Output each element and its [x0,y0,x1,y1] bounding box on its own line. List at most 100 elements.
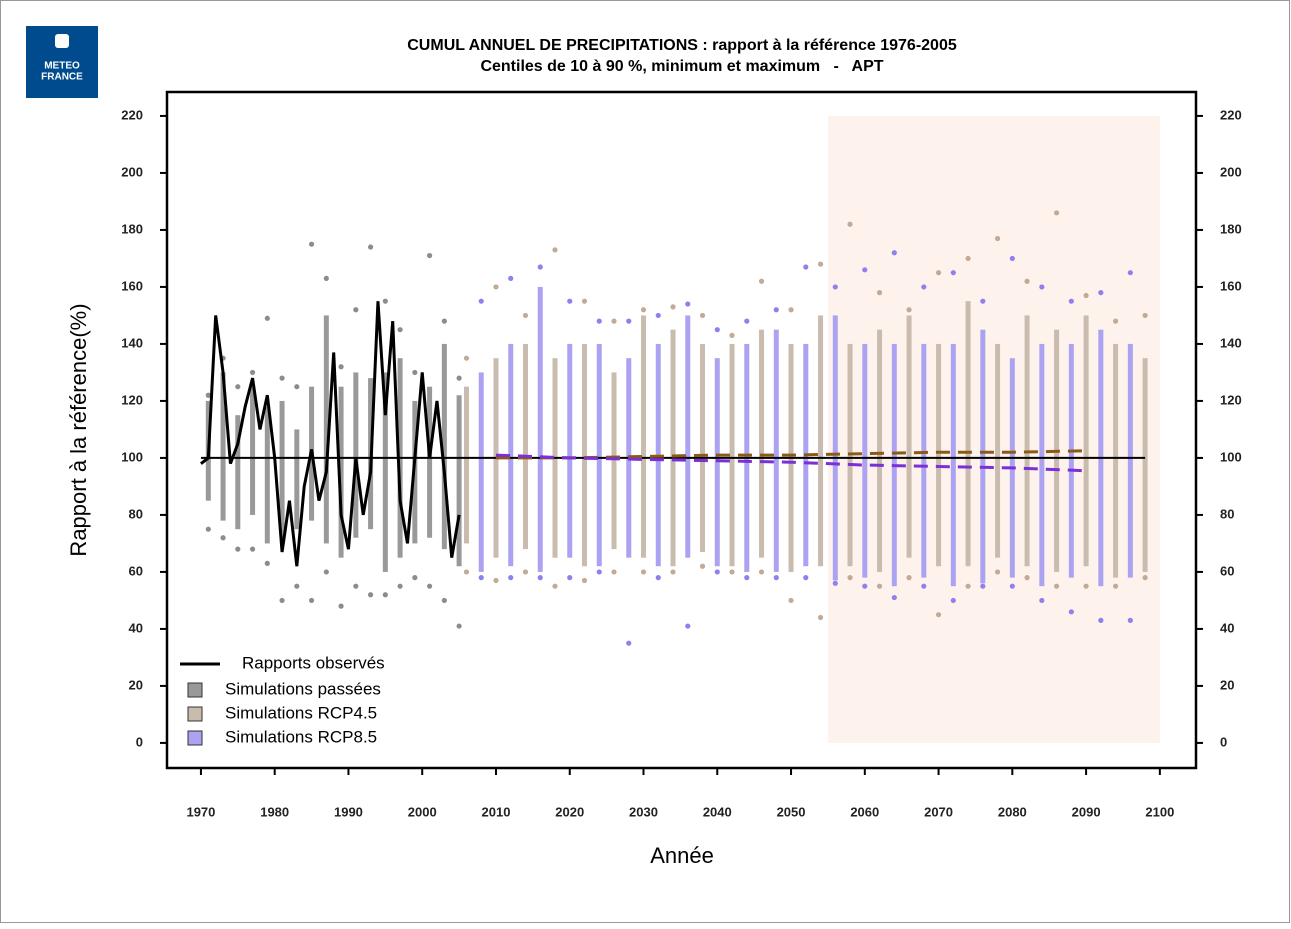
extreme-dot [397,327,403,333]
extreme-dot [441,597,447,604]
range-bar [995,343,1001,558]
extreme-dot [581,577,588,584]
extreme-dot [994,569,1001,575]
y-tick-label: 200 [121,164,143,179]
extreme-dot [699,563,706,569]
range-bar [685,315,691,558]
logo-icon [55,34,69,48]
extreme-dot [1098,290,1104,296]
extreme-dot [847,221,853,227]
extreme-dot [353,583,359,589]
legend-swatch [187,682,203,698]
range-bar [832,315,838,581]
y-tick-label: 0 [136,734,143,749]
logo-text: FRANCE [41,72,83,83]
extreme-dot [1009,255,1015,262]
extreme-dot [1024,575,1030,581]
extreme-dot [921,583,927,589]
range-bar [862,343,868,578]
extreme-dot [552,247,558,253]
extreme-dot [508,275,514,281]
extreme-dot [508,575,514,581]
extreme-dot [655,575,661,581]
extreme-dot [1112,583,1119,589]
extreme-dot [685,301,691,307]
extreme-dot [1068,609,1074,615]
extreme-dot [980,298,986,304]
y-tick-label: 220 [121,107,143,122]
extreme-dot [626,640,632,646]
extreme-dot [456,375,462,381]
y-tick-label: 40 [1220,620,1234,635]
legend-label: Rapports observés [242,653,385,672]
extreme-dot [493,577,499,584]
extreme-dot [249,369,256,376]
x-tick-label: 2020 [555,804,584,819]
extreme-dot [862,583,868,589]
extreme-dot [1142,575,1148,581]
extreme-dot [338,364,344,370]
extreme-dot [308,597,315,604]
extreme-dot [640,569,647,575]
extreme-dot [463,355,470,361]
extreme-dot [744,575,750,581]
x-tick-label: 1990 [334,804,363,819]
x-tick-label: 2030 [629,804,658,819]
range-bar [235,415,241,530]
range-bar [456,395,462,567]
extreme-dot [773,575,779,581]
extreme-dot [847,575,853,581]
extreme-dot [935,612,942,618]
x-tick-label: 2080 [998,804,1027,819]
extreme-dot [1083,583,1089,589]
extreme-dot [323,569,329,575]
extreme-dot [803,575,809,581]
extreme-dot [552,583,558,589]
range-bar [294,429,300,530]
extreme-dot [493,284,499,290]
extreme-dot [1009,583,1015,589]
extreme-dot [1068,298,1074,304]
extreme-dot [670,304,676,310]
chart-subtitle: Centiles de 10 à 90 %, minimum et maximu… [480,58,883,75]
extreme-dot [235,384,241,390]
range-bar [936,343,942,567]
extreme-dot [788,597,794,604]
extreme-dot [567,575,573,581]
extreme-dot [205,526,211,532]
extreme-dot [353,307,359,313]
range-bar [1039,343,1045,587]
range-bar [921,343,927,578]
extreme-dot [456,623,462,629]
extreme-dot [308,241,315,247]
range-bar [353,372,359,538]
range-bar [773,329,779,572]
x-tick-label: 2100 [1145,804,1174,819]
extreme-dot [1039,284,1045,290]
range-bar [1142,358,1148,572]
extreme-dot [235,546,241,552]
range-bar [950,343,956,587]
extreme-dot [965,255,971,262]
extreme-dot [294,583,300,589]
range-bar [759,329,765,558]
x-tick-label: 2060 [850,804,879,819]
extreme-dot [1053,583,1060,589]
legend: Rapports observés Simulations passées Simu… [180,653,385,746]
extreme-dot [1127,270,1133,276]
x-tick-label: 2040 [703,804,732,819]
extreme-dot [323,275,329,281]
extreme-dot [699,312,706,319]
extreme-dot [596,569,602,575]
extreme-dot [522,312,529,319]
chart-title: CUMUL ANNUEL DE PRECIPITATIONS : rapport… [407,37,957,54]
legend-label: Simulations passées [225,679,381,698]
range-bar [596,343,602,567]
y-tick-label: 80 [129,506,143,521]
extreme-dot [264,315,270,321]
extreme-dot [1083,292,1089,299]
range-bar [220,372,226,521]
x-axis-label: Année [650,843,714,868]
range-bar [382,372,388,572]
